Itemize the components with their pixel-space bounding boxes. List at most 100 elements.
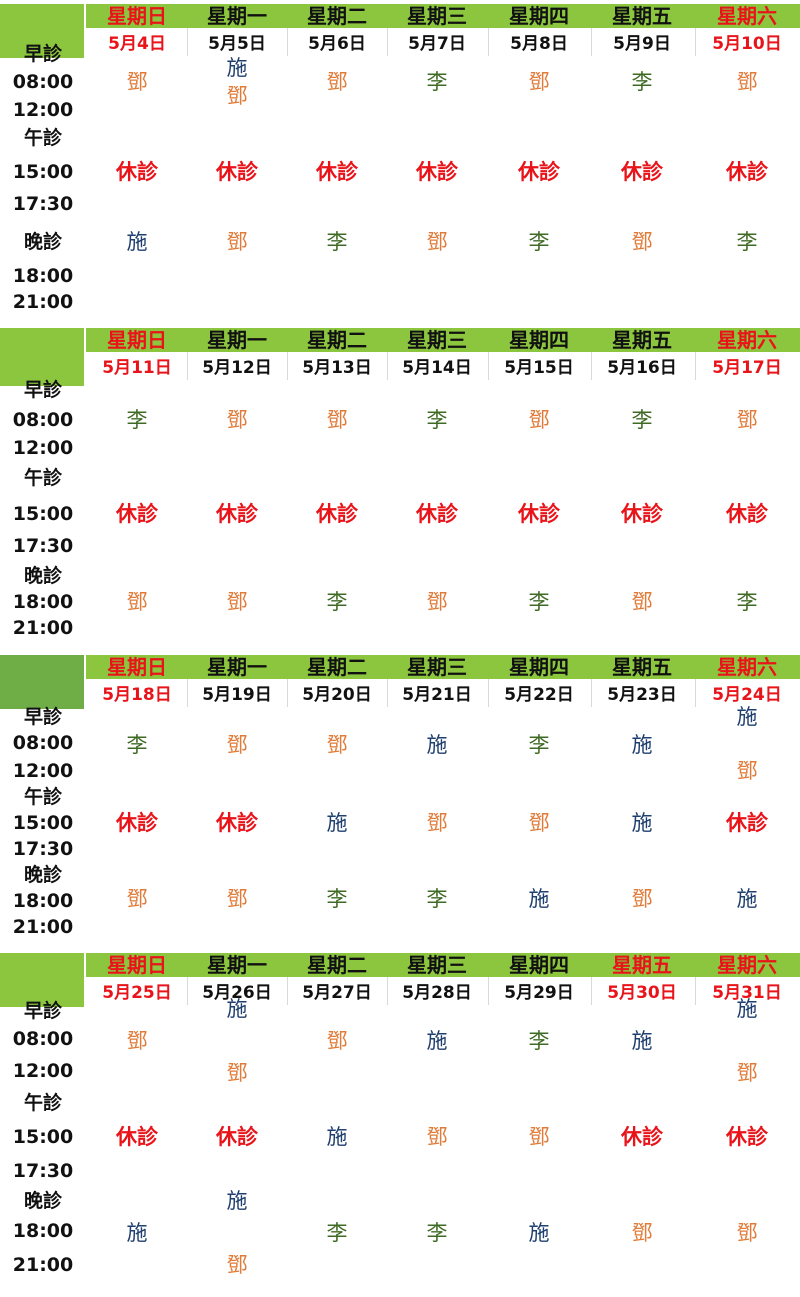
weekday-label: 星期六 — [717, 655, 777, 679]
weekday-label: 星期五 — [612, 655, 672, 679]
session-time-label: 21:00 — [12, 916, 74, 938]
column-divider — [590, 352, 592, 380]
weekday-label: 星期日 — [107, 953, 167, 977]
weekday-label: 星期三 — [407, 4, 467, 28]
morning-shift-li: 李 — [528, 733, 550, 757]
evening-shift-shi: 施 — [126, 1221, 148, 1245]
date-label: 5月31日 — [712, 983, 782, 1003]
column-divider — [488, 352, 489, 380]
column-divider — [387, 28, 388, 56]
evening-shift-deng: 鄧 — [631, 1221, 653, 1245]
date-label: 5月25日 — [102, 983, 172, 1003]
column-divider — [488, 977, 489, 1005]
afternoon-shift-closed: 休診 — [621, 502, 663, 526]
session-time-label: 18:00 — [12, 265, 74, 287]
afternoon-shift-closed: 休診 — [216, 811, 258, 835]
morning-shift-shi: 施 — [426, 733, 448, 757]
corner-block — [0, 655, 84, 709]
morning-shift-shi: 施 — [736, 997, 758, 1021]
evening-shift-deng: 鄧 — [426, 590, 448, 614]
session-time-label: 15:00 — [12, 161, 74, 183]
afternoon-shift-closed: 休診 — [726, 811, 768, 835]
weekday-header-band — [86, 655, 800, 679]
date-label: 5月14日 — [402, 358, 472, 378]
column-divider — [590, 28, 592, 56]
date-label: 5月21日 — [402, 685, 472, 705]
column-divider — [694, 28, 696, 56]
session-time-label: 早診 — [23, 706, 62, 728]
afternoon-shift-deng: 鄧 — [528, 1125, 550, 1149]
weekday-label: 星期三 — [407, 655, 467, 679]
afternoon-shift-closed: 休診 — [416, 502, 458, 526]
afternoon-shift-closed: 休診 — [116, 1125, 158, 1149]
weekday-label: 星期三 — [407, 953, 467, 977]
weekday-label: 星期四 — [509, 4, 569, 28]
afternoon-shift-closed: 休診 — [518, 160, 560, 184]
session-time-label: 08:00 — [12, 1028, 74, 1050]
date-label: 5月6日 — [308, 34, 366, 54]
column-divider — [694, 977, 696, 1005]
weekday-label: 星期六 — [717, 328, 777, 352]
evening-shift-li: 李 — [528, 230, 550, 254]
weekday-label: 星期四 — [509, 328, 569, 352]
evening-shift-li: 李 — [736, 590, 758, 614]
evening-shift-shi: 施 — [528, 887, 550, 911]
session-time-label: 15:00 — [12, 1126, 74, 1148]
date-label: 5月30日 — [607, 983, 677, 1003]
afternoon-shift-closed: 休診 — [518, 502, 560, 526]
week-block: 星期日 星期一 星期二 星期三 星期四 星期五 星期六 5月25日 5月26日 5月27日 5月28… — [0, 953, 800, 1297]
morning-shift-shi: 施 — [631, 1029, 653, 1053]
date-label: 5月7日 — [408, 34, 466, 54]
morning-shift-deng: 鄧 — [326, 1029, 348, 1053]
session-time-label: 18:00 — [12, 890, 74, 912]
date-label: 5月23日 — [607, 685, 677, 705]
session-time-label: 早診 — [23, 43, 62, 65]
morning-shift-deng: 鄧 — [326, 408, 348, 432]
afternoon-shift-closed: 休診 — [216, 1125, 258, 1149]
column-divider — [694, 352, 696, 380]
weekday-label: 星期日 — [107, 655, 167, 679]
evening-shift-deng: 鄧 — [126, 887, 148, 911]
column-divider — [187, 28, 188, 56]
date-label: 5月16日 — [607, 358, 677, 378]
evening-shift-deng: 鄧 — [226, 887, 248, 911]
date-label: 5月10日 — [712, 34, 782, 54]
morning-shift-li: 李 — [426, 408, 448, 432]
evening-shift-deng: 鄧 — [226, 1253, 248, 1277]
week-block: 星期日 星期一 星期二 星期三 星期四 星期五 星期六 5月18日 5月19日 5月20日 5月21… — [0, 655, 800, 951]
date-label: 5月5日 — [208, 34, 266, 54]
session-time-label: 18:00 — [12, 1220, 74, 1242]
evening-shift-li: 李 — [736, 230, 758, 254]
afternoon-shift-closed: 休診 — [621, 1125, 663, 1149]
column-divider — [590, 977, 592, 1005]
session-time-label: 17:30 — [12, 193, 74, 215]
weekday-label: 星期一 — [207, 4, 267, 28]
morning-shift-deng: 鄧 — [528, 70, 550, 94]
date-label: 5月17日 — [712, 358, 782, 378]
column-divider — [488, 28, 489, 56]
session-time-label: 午診 — [23, 1092, 62, 1114]
afternoon-shift-shi: 施 — [631, 811, 653, 835]
date-label: 5月4日 — [108, 34, 166, 54]
afternoon-shift-deng: 鄧 — [426, 1125, 448, 1149]
session-time-label: 12:00 — [12, 99, 74, 121]
date-label: 5月11日 — [102, 358, 172, 378]
evening-shift-li: 李 — [426, 1221, 448, 1245]
date-label: 5月22日 — [504, 685, 574, 705]
evening-shift-shi: 施 — [736, 887, 758, 911]
morning-shift-shi: 施 — [226, 56, 248, 80]
afternoon-shift-deng: 鄧 — [426, 811, 448, 835]
afternoon-shift-closed: 休診 — [216, 160, 258, 184]
date-label: 5月9日 — [613, 34, 671, 54]
session-time-label: 12:00 — [12, 1060, 74, 1082]
session-time-label: 18:00 — [12, 591, 74, 613]
column-divider — [488, 679, 489, 707]
morning-shift-deng: 鄧 — [126, 1029, 148, 1053]
session-time-label: 午診 — [23, 127, 62, 149]
weekday-label: 星期二 — [307, 655, 367, 679]
session-time-label: 12:00 — [12, 760, 74, 782]
afternoon-shift-closed: 休診 — [316, 502, 358, 526]
morning-shift-shi: 施 — [631, 733, 653, 757]
weekday-header-band — [86, 953, 800, 977]
date-label: 5月26日 — [202, 983, 272, 1003]
